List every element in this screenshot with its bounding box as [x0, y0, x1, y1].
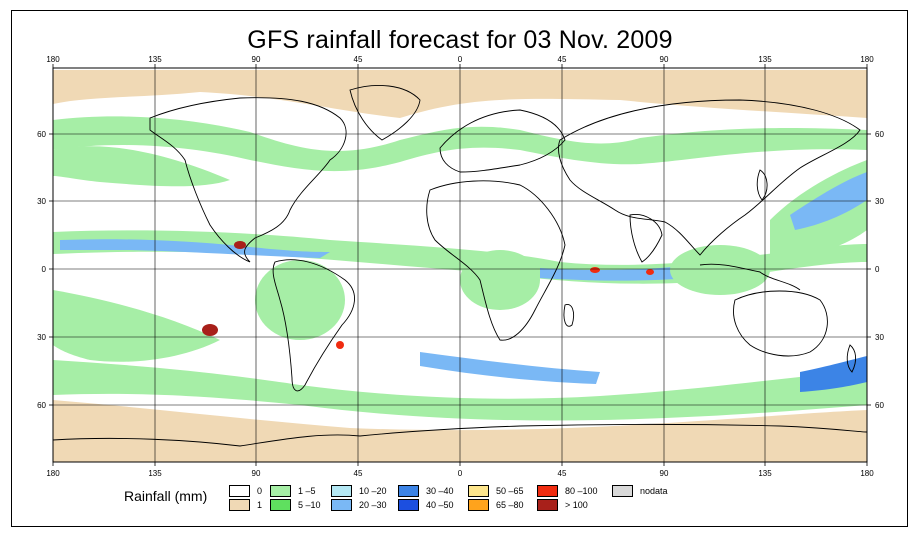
lat-tick-left: 60	[37, 130, 46, 139]
europe	[439, 109, 566, 173]
lat-labels-right: 60 30 0 30 60	[875, 130, 884, 410]
lon-tick-bottom: 90	[252, 469, 261, 478]
antarctica	[53, 424, 867, 462]
legend-label: 0	[257, 486, 263, 496]
legend-title: Rainfall (mm)	[124, 488, 208, 504]
lon-tick-top: 45	[558, 55, 567, 64]
indonesia	[699, 263, 801, 291]
legend-label: 80 –100	[565, 486, 598, 496]
asia	[558, 99, 861, 256]
legend-swatch	[612, 485, 633, 497]
lon-tick-top: 135	[148, 55, 162, 64]
legend-swatch	[229, 485, 250, 497]
lon-labels-bottom: 180 135 90 45 0 45 90 135 180	[46, 469, 874, 478]
legend-label: 50 –65	[496, 486, 524, 496]
lon-tick-bottom: 135	[758, 469, 772, 478]
legend-swatch	[331, 485, 352, 497]
lon-tick-bottom: 135	[148, 469, 162, 478]
lat-tick-left: 0	[42, 265, 47, 274]
lon-tick-bottom: 45	[354, 469, 363, 478]
lon-tick-top: 90	[252, 55, 261, 64]
legend-label: 30 –40	[426, 486, 454, 496]
lat-tick-right: 30	[875, 333, 884, 342]
lat-tick-right: 60	[875, 130, 884, 139]
legend-label: 1	[257, 500, 263, 510]
lon-tick-bottom: 0	[458, 469, 463, 478]
north-america	[149, 97, 347, 263]
lon-tick-bottom: 180	[860, 469, 874, 478]
lat-labels-left: 60 30 0 30 60	[37, 130, 46, 410]
lon-tick-top: 135	[758, 55, 772, 64]
lon-labels-top: 180 135 90 45 0 45 90 135 180	[46, 55, 874, 64]
legend-swatch	[537, 499, 558, 511]
legend-swatch	[468, 499, 489, 511]
legend-label: > 100	[565, 500, 588, 510]
greenland	[349, 85, 421, 141]
lon-tick-top: 45	[354, 55, 363, 64]
ticks	[49, 64, 871, 466]
lon-tick-bottom: 45	[558, 469, 567, 478]
legend-swatch	[331, 499, 352, 511]
legend-label: 20 –30	[359, 500, 387, 510]
lat-tick-right: 0	[875, 265, 880, 274]
lat-tick-right: 60	[875, 401, 884, 410]
legend-swatch	[468, 485, 489, 497]
legend-swatch	[537, 485, 558, 497]
lat-tick-right: 30	[875, 197, 884, 206]
legend-swatch	[270, 499, 291, 511]
lon-tick-top: 90	[660, 55, 669, 64]
lat-tick-left: 60	[37, 401, 46, 410]
lon-tick-bottom: 180	[46, 469, 60, 478]
legend-label: 40 –50	[426, 500, 454, 510]
legend-swatch	[398, 485, 419, 497]
australia	[733, 290, 828, 357]
legend-swatch	[270, 485, 291, 497]
lat-tick-left: 30	[37, 333, 46, 342]
coastlines	[53, 85, 867, 462]
legend-label: 65 –80	[496, 500, 524, 510]
south-america	[272, 259, 355, 392]
lon-tick-top: 0	[458, 55, 463, 64]
lon-tick-bottom: 90	[660, 469, 669, 478]
india	[629, 214, 663, 263]
legend-label: 1 –5	[298, 486, 316, 496]
lon-tick-top: 180	[46, 55, 60, 64]
legend-label: 10 –20	[359, 486, 387, 496]
africa	[426, 180, 566, 341]
legend-label: nodata	[640, 486, 668, 496]
legend-swatch	[229, 499, 250, 511]
page-title: GFS rainfall forecast for 03 Nov. 2009	[247, 26, 673, 54]
legend-label: 5 –10	[298, 500, 321, 510]
new-zealand	[846, 344, 857, 373]
lat-tick-left: 30	[37, 197, 46, 206]
graticule	[53, 68, 867, 462]
lon-tick-top: 180	[860, 55, 874, 64]
madagascar	[563, 304, 575, 327]
rain-bands	[53, 70, 867, 462]
legend-swatch	[398, 499, 419, 511]
